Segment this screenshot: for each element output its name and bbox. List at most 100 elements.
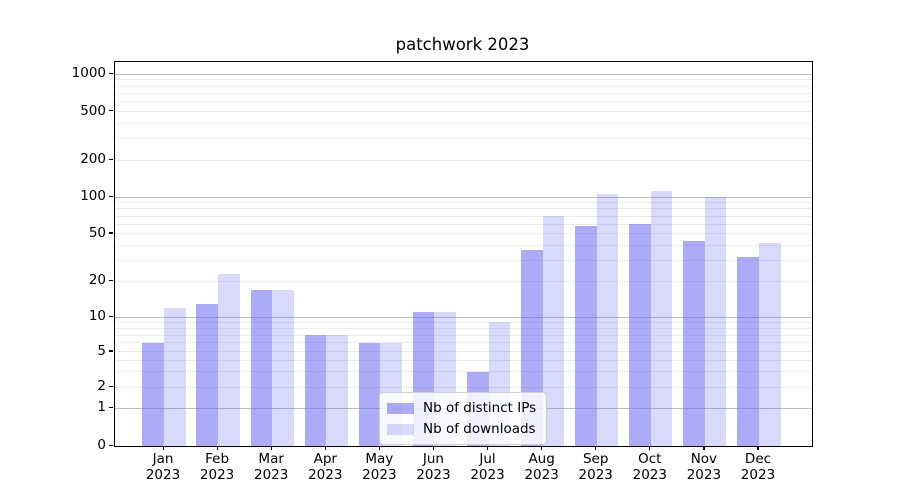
x-tick-mark [432,446,435,450]
gridline-minor [115,85,812,87]
x-tick-mark [162,446,164,450]
gridline-minor [115,208,812,210]
y-tick-label: 5 [97,342,106,359]
y-tick-mark [109,232,113,234]
x-tick-mark [216,446,218,450]
y-tick-label: 2 [97,378,106,395]
x-tick-mark [324,446,326,450]
legend-item-downloads: Nb of downloads [387,421,536,437]
x-tick-label: Jan 2023 [145,451,181,483]
x-tick-label: Feb 2023 [199,451,235,483]
bar-distinct-ips [629,224,651,446]
bar-distinct-ips [250,289,273,446]
y-tick-label: 100 [80,188,106,204]
bar-downloads [164,307,186,446]
x-tick-label: Nov 2023 [686,451,722,483]
y-tick-label: 20 [88,272,106,289]
gridline-minor [115,101,812,103]
y-tick-mark [109,406,113,409]
bar-distinct-ips [683,240,705,446]
gridline-minor [115,93,812,95]
x-tick-label: Mar 2023 [253,451,289,483]
bar-distinct-ips [358,342,381,446]
bar-distinct-ips [575,226,597,446]
gridline-minor [115,342,812,344]
y-tick-mark [109,444,113,446]
bar-downloads [758,243,781,446]
gridline-minor [115,334,812,336]
x-tick-mark [270,446,272,450]
x-tick-label: Jul 2023 [470,451,505,483]
bar-distinct-ips [304,335,327,446]
gridline-major [115,316,812,318]
y-tick-label: 1 [97,399,106,416]
gridline-minor [115,159,812,161]
x-tick-label: Jun 2023 [416,451,451,483]
y-tick-label: 1000 [71,65,106,82]
legend: Nb of distinct IPs Nb of downloads [379,392,548,445]
x-tick-mark [487,446,489,450]
gridline-major [115,196,812,198]
gridline-minor [115,321,812,323]
bar-downloads [272,289,294,446]
y-tick-mark [109,110,113,112]
x-tick-label: Apr 2023 [308,451,343,483]
gridline-minor [115,111,812,113]
x-tick-label: Dec 2023 [740,451,776,483]
bar-distinct-ips [737,257,759,446]
gridline-minor [115,259,812,261]
x-tick-mark [541,446,543,450]
x-tick-mark [378,446,381,450]
chart-title: patchwork 2023 [395,35,530,54]
legend-swatch-distinct-ips [387,402,414,414]
gridline-minor [115,233,812,235]
bar-downloads [218,274,240,446]
y-tick-label: 10 [88,308,106,324]
y-tick-label: 50 [88,224,106,241]
y-tick-mark [109,350,113,352]
gridline-minor [115,371,812,373]
y-tick-label: 200 [80,151,106,168]
legend-label-distinct-ips: Nb of distinct IPs [423,400,537,416]
x-tick-label: May 2023 [362,451,397,483]
x-tick-label: Aug 2023 [524,451,559,483]
y-tick-label: 0 [97,437,106,453]
y-tick-mark [109,315,113,317]
bar-downloads [650,191,673,446]
gridline-minor [115,223,812,225]
gridline-minor [115,386,812,388]
y-tick-mark [109,158,113,161]
gridline-minor [115,351,812,353]
x-tick-mark [595,446,597,450]
legend-label-downloads: Nb of downloads [423,421,536,437]
legend-swatch-downloads [387,423,414,435]
gridline-minor [115,215,812,217]
gridline-minor [115,202,812,204]
bar-downloads [596,193,619,446]
gridline-minor [115,327,812,329]
x-tick-mark [703,446,705,450]
x-tick-label: Sep 2023 [578,451,613,483]
x-tick-mark [757,446,759,450]
y-tick-label: 500 [80,102,106,119]
legend-item-distinct-ips: Nb of distinct IPs [387,400,536,416]
y-tick-mark [109,385,113,387]
bar-distinct-ips [142,342,164,446]
gridline-minor [115,138,812,140]
gridline-minor [115,280,812,282]
y-tick-mark [109,72,113,74]
gridline-minor [115,79,812,81]
plot-area: Nb of distinct IPs Nb of downloads [114,61,813,447]
gridline-minor [115,245,812,247]
bar-downloads [704,197,727,446]
x-tick-mark [649,446,651,450]
gridline-minor [115,123,812,125]
bar-downloads [542,216,565,446]
bar-distinct-ips [196,303,219,446]
gridline-minor [115,360,812,362]
gridline-major [115,73,812,75]
y-tick-mark [109,279,113,282]
bar-downloads [326,335,348,446]
x-tick-label: Oct 2023 [632,451,667,483]
